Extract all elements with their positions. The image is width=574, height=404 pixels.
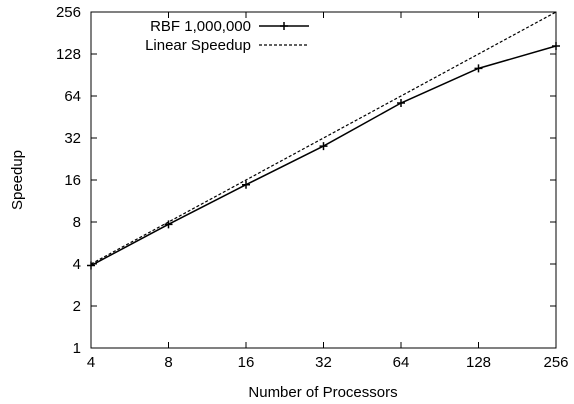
plot-frame [90,11,557,349]
x-tick-label: 128 [466,354,491,371]
x-tick-label: 64 [393,354,410,371]
data-point-marker [474,64,483,73]
y-tick-label: 4 [73,256,81,273]
data-point-marker [164,220,173,229]
legend-label-rbf: RBF 1,000,000 [150,18,251,35]
y-tick-label: 128 [56,46,81,63]
ticks-layer: 4 8 16 32 64 128 256 1 2 4 8 16 32 64 128 256 [56,4,569,371]
legend: RBF 1,000,000 Linear Speedup [145,18,309,54]
y-tick-label: 2 [73,298,81,315]
data-point-marker [552,42,560,51]
y-tick-label: 256 [56,4,81,21]
y-tick-label: 8 [73,214,81,231]
x-tick-label: 8 [164,354,172,371]
data-point-marker [397,99,405,108]
x-tick-label: 16 [238,354,255,371]
y-axis-title: Speedup [9,150,26,210]
series-line-rbf [90,45,557,267]
legend-marker-rbf [280,22,288,30]
x-tick-label: 32 [315,354,332,371]
x-tick-label: 256 [543,354,568,371]
series-line-linear [90,11,557,265]
y-tick-label: 1 [73,340,81,357]
data-point-marker [319,142,328,151]
y-tick-label: 16 [64,172,81,189]
legend-label-linear: Linear Speedup [145,37,251,54]
x-axis-title: Number of Processors [248,384,397,401]
y-tick-label: 64 [64,88,81,105]
x-tick-label: 4 [87,354,95,371]
y-tick-label: 32 [64,130,81,147]
series-layer [87,11,560,270]
data-point-marker [87,261,95,270]
data-point-marker [242,180,250,189]
